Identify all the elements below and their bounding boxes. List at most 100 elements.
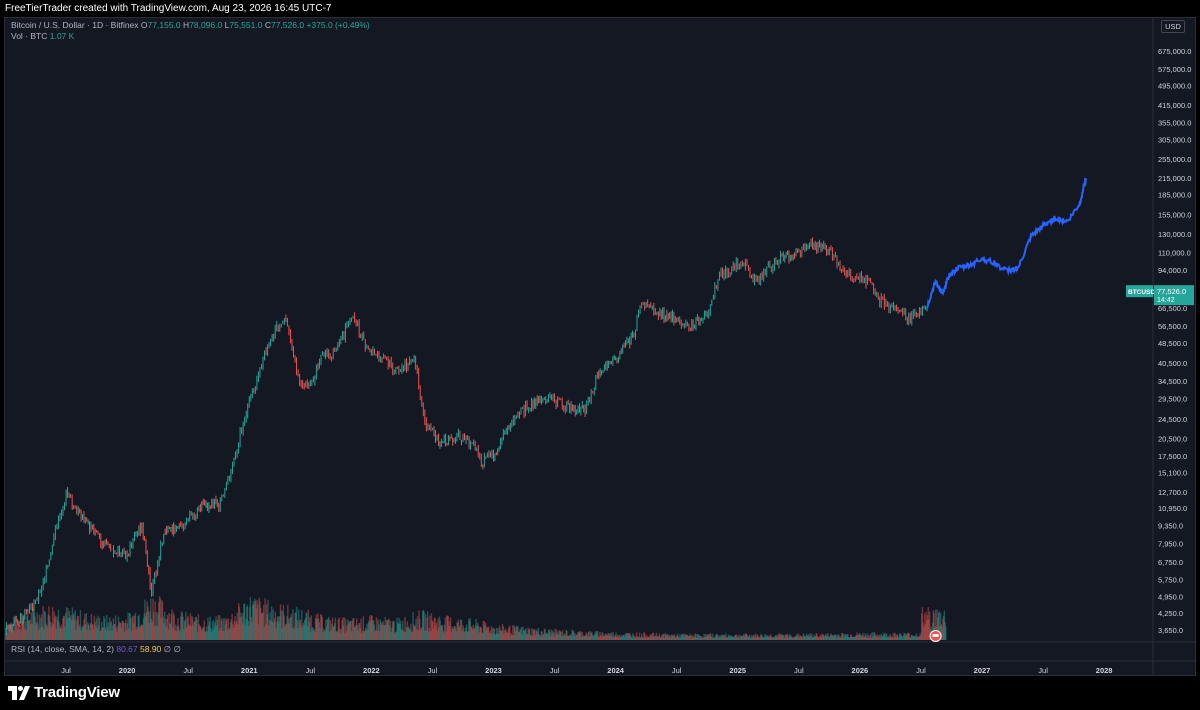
volume-bar bbox=[446, 615, 448, 640]
volume-bar bbox=[390, 632, 392, 640]
volume-bar bbox=[797, 633, 800, 640]
symbol-title[interactable]: Bitcoin / U.S. Dollar · 1D · Bitfinex bbox=[11, 20, 139, 30]
volume-bar bbox=[373, 624, 375, 640]
volume-bar bbox=[226, 618, 228, 640]
price-tag-value: 77,526.0 bbox=[1157, 287, 1186, 296]
volume-bar bbox=[856, 632, 858, 640]
volume-bar bbox=[312, 630, 315, 640]
volume-bar bbox=[619, 636, 621, 640]
volume-bar bbox=[811, 637, 814, 640]
volume-bar bbox=[266, 614, 268, 640]
tradingview-logo[interactable]: TradingView bbox=[8, 684, 120, 701]
volume-bar bbox=[366, 629, 369, 640]
volume-bar bbox=[317, 613, 319, 640]
price-chart[interactable]: 675,000.0 575,000.0 495,000.0 415,000.0 355,… bbox=[5, 18, 1197, 677]
volume-bar bbox=[70, 615, 72, 640]
price-tag-bg bbox=[1154, 285, 1194, 306]
volume-bar bbox=[308, 621, 310, 640]
volume-bar bbox=[638, 636, 640, 640]
volume-bar bbox=[123, 632, 126, 640]
volume-bar bbox=[234, 615, 236, 640]
volume-bar bbox=[431, 620, 433, 640]
volume-bar bbox=[562, 636, 565, 640]
volume-bar bbox=[150, 598, 152, 640]
price-tick-label: 4,950.0 bbox=[1158, 592, 1183, 601]
volume-bar bbox=[427, 631, 430, 640]
volume-bar bbox=[338, 617, 340, 640]
volume-bar bbox=[158, 596, 161, 640]
volume-bar bbox=[888, 636, 891, 640]
volume-bar bbox=[601, 632, 603, 640]
volume-bar bbox=[297, 628, 299, 640]
currency-button[interactable]: USD bbox=[1161, 20, 1185, 33]
volume-bar bbox=[185, 611, 187, 640]
volume-bar bbox=[693, 636, 696, 640]
volume-bar bbox=[60, 624, 63, 640]
volume-bar bbox=[228, 627, 230, 640]
volume-bar bbox=[871, 632, 874, 640]
volume-bar bbox=[499, 629, 502, 640]
volume-bar bbox=[764, 633, 766, 640]
chart-panel[interactable]: 675,000.0 575,000.0 495,000.0 415,000.0 355,… bbox=[4, 17, 1197, 677]
volume-bar bbox=[936, 609, 938, 640]
volume-bar bbox=[354, 627, 356, 640]
volume-bar bbox=[755, 637, 757, 640]
volume-bar bbox=[313, 628, 315, 640]
volume-bar bbox=[576, 634, 578, 640]
volume-bar bbox=[32, 609, 34, 640]
volume-bar bbox=[809, 633, 811, 640]
volume-bar bbox=[810, 635, 812, 640]
volume-bar bbox=[596, 633, 598, 640]
volume-bar bbox=[35, 622, 37, 640]
rsi-label[interactable]: RSI (14, close, SMA, 14, 2) bbox=[11, 644, 114, 654]
volume-bar bbox=[149, 611, 151, 640]
volume-bar bbox=[28, 620, 30, 640]
volume-bar bbox=[715, 634, 718, 640]
volume-bar bbox=[509, 625, 511, 640]
volume-bar bbox=[825, 635, 828, 640]
volume-bar bbox=[383, 624, 385, 640]
volume-bar bbox=[770, 636, 773, 640]
volume-bar bbox=[662, 633, 664, 640]
volume-bar bbox=[502, 626, 504, 640]
volume-bar bbox=[894, 633, 896, 640]
volume-bar bbox=[276, 616, 279, 640]
volume-bar bbox=[494, 634, 496, 640]
volume-bar bbox=[206, 631, 208, 640]
time-tick-label: 2028 bbox=[1096, 666, 1113, 675]
rsi-legend: RSI (14, close, SMA, 14, 2) 80.67 58.90 … bbox=[11, 644, 181, 655]
volume-bar bbox=[196, 631, 199, 640]
volume-bar bbox=[685, 634, 688, 640]
volume-bar bbox=[13, 616, 15, 640]
volume-bar bbox=[387, 619, 389, 640]
volume-bar bbox=[792, 637, 795, 640]
volume-bar bbox=[798, 637, 800, 640]
volume-bar bbox=[826, 635, 828, 640]
volume-bar bbox=[251, 622, 253, 640]
volume-bar bbox=[486, 626, 488, 640]
volume-bar bbox=[700, 637, 702, 640]
volume-bar bbox=[893, 637, 895, 640]
volume-bar bbox=[388, 625, 391, 640]
volume-bar bbox=[89, 630, 91, 640]
volume-bar bbox=[37, 623, 39, 640]
volume-bar bbox=[117, 616, 120, 640]
volume-bar bbox=[318, 622, 321, 640]
volume-bar bbox=[128, 613, 131, 640]
volume-bar bbox=[722, 635, 724, 640]
volume-bar bbox=[67, 608, 69, 640]
price-tick-label: 10,950.0 bbox=[1158, 504, 1187, 513]
volume-bar bbox=[594, 633, 596, 640]
volume-bar bbox=[366, 623, 368, 640]
volume-bar bbox=[98, 617, 101, 640]
volume-bar bbox=[524, 629, 526, 640]
volume-bar bbox=[421, 610, 424, 640]
volume-bar bbox=[791, 636, 793, 640]
volume-bar bbox=[140, 624, 142, 640]
volume-bar bbox=[528, 628, 531, 640]
volume-bar bbox=[253, 603, 255, 640]
volume-bar bbox=[85, 612, 88, 640]
volume-bar bbox=[730, 635, 732, 640]
volume-bar bbox=[220, 618, 222, 640]
volume-label[interactable]: Vol · BTC bbox=[11, 31, 48, 41]
